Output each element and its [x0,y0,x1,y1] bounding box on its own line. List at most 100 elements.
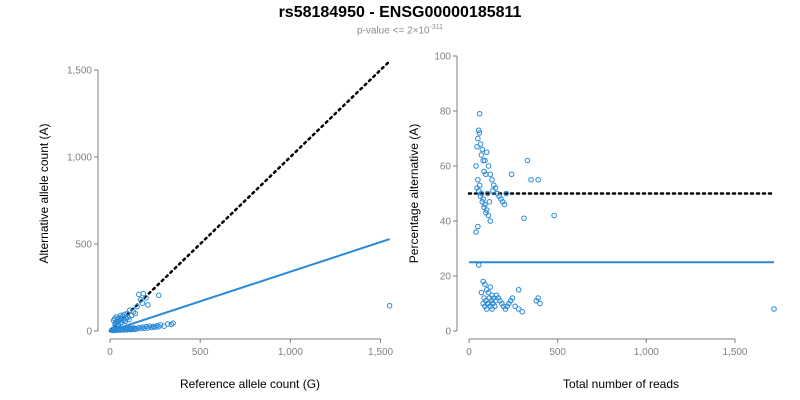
data-point [475,262,482,268]
data-point [139,300,146,306]
data-point [124,310,130,317]
data-point [477,193,484,200]
data-point [485,212,492,219]
y-tick-label: 1,000 [67,152,92,163]
data-point [140,290,147,297]
data-point [475,127,482,134]
subtitle-text: p-value <= 2×10 [356,25,430,37]
data-point [155,292,162,299]
data-point [478,289,485,296]
data-point [480,157,486,164]
data-point [170,320,176,326]
data-point [136,291,142,298]
data-point [386,302,393,309]
data-point [118,315,124,322]
data-point [535,176,541,183]
subtitle-exponent: -311 [429,24,444,31]
data-point [483,209,489,216]
data-point [143,295,149,301]
data-point [477,141,484,147]
data-point [475,135,481,142]
fit-line [109,238,390,332]
x-tick-label: 1,500 [368,347,393,358]
data-point [475,187,482,194]
data-point [481,204,487,211]
x-tick-label: 1,000 [634,347,659,358]
x-tick-label: 1,500 [722,347,747,358]
data-point [487,284,494,290]
data-point [131,326,138,333]
y-axis-label: Alternative allele count (A) [37,123,51,263]
chart-title: rs58184950 - ENSG00000185811 [278,4,522,21]
y-tick-label: 0 [86,327,92,338]
y-tick-label: 60 [440,162,452,173]
data-point [487,171,494,178]
x-tick-label: 1,000 [278,347,303,358]
data-point [508,171,515,178]
data-point [482,281,488,288]
data-point [487,218,494,224]
data-point [483,149,490,156]
data-point [551,212,557,219]
data-point [485,163,492,169]
data-point [475,223,481,230]
data-point [515,306,522,312]
data-point [501,201,508,208]
data-point [476,182,483,189]
chart-subtitle: p-value <= 2×10-311 [0,24,800,36]
data-point [537,300,543,307]
y-tick-label: 20 [440,272,452,283]
chart-panel-2: 0 500 1,000 1,500 0 20 40 60 80 100 Total number o… [407,52,777,391]
data-point [483,306,490,312]
data-point [482,157,488,164]
data-point [519,308,525,315]
data-point [490,187,496,194]
x-axis-label: Reference allele count (G) [180,377,320,391]
y-tick-label: 1,500 [67,65,92,76]
data-point [486,198,493,205]
chart-panel-1: 0 500 1,000 1,500 0 500 1,000 1,500 Reference al… [37,59,394,391]
y-tick-label: 40 [440,217,452,228]
data-point [476,130,483,136]
data-point [134,303,140,310]
data-point [489,306,495,312]
y-tick-label: 0 [445,327,451,338]
data-point [489,176,495,183]
x-tick-label: 500 [192,347,209,358]
data-point [476,110,483,117]
data-point [479,146,486,153]
data-point [524,157,531,164]
data-point [126,316,132,323]
data-point [474,143,480,150]
data-point [132,310,139,317]
data-point [157,322,164,328]
y-axis-label: Percentage alternative (A) [407,124,421,263]
x-tick-label: 500 [549,347,566,358]
data-point [509,295,516,301]
x-axis-label: Total number of reads [563,377,679,391]
data-point [484,190,491,197]
data-point [485,289,492,296]
data-point [515,286,522,293]
y-tick-label: 80 [440,107,452,118]
data-point [535,295,541,301]
data-point [473,163,479,169]
data-point [503,190,510,197]
data-point [492,297,499,304]
data-point [145,302,151,308]
y-tick-label: 100 [434,52,451,63]
reference-line [108,59,391,333]
x-tick-label: 0 [107,347,113,358]
data-point [479,198,486,205]
data-point [475,176,481,183]
x-tick-label: 0 [466,347,472,358]
data-point [528,176,534,183]
data-point [164,321,171,327]
data-point [771,306,777,312]
data-point [521,215,527,222]
data-point [473,229,479,235]
data-point [512,303,518,310]
y-tick-label: 500 [75,239,92,250]
data-point [478,152,485,158]
